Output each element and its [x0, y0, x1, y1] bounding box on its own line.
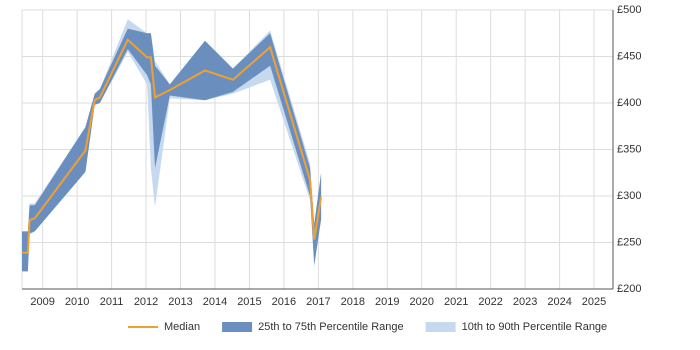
- median-line: [22, 38, 323, 254]
- legend-swatch: [425, 322, 456, 332]
- y-tick-label: £500: [617, 4, 641, 16]
- x-tick-label: 2022: [478, 296, 502, 308]
- x-tick-label: 2014: [203, 296, 227, 308]
- x-tick-label: 2013: [168, 296, 192, 308]
- x-tick-label: 2024: [547, 296, 571, 308]
- x-tick-label: 2019: [375, 296, 399, 308]
- x-tick-label: 2015: [237, 296, 261, 308]
- x-tick-label: 2012: [134, 296, 158, 308]
- x-tick-label: 2018: [341, 296, 365, 308]
- x-tick-label: 2023: [513, 296, 537, 308]
- x-tick-label: 2011: [100, 296, 124, 308]
- y-tick-label: £200: [617, 283, 641, 295]
- legend-swatch: [222, 322, 253, 332]
- x-tick-label: 2025: [582, 296, 606, 308]
- x-tick-label: 2016: [272, 296, 296, 308]
- y-tick-label: £400: [617, 97, 641, 109]
- y-tick-label: £250: [617, 236, 641, 248]
- x-tick-label: 2010: [65, 296, 89, 308]
- legend-label: 10th to 90th Percentile Range: [462, 321, 608, 333]
- legend-label: 25th to 75th Percentile Range: [258, 321, 404, 333]
- y-tick-label: £300: [617, 190, 641, 202]
- y-tick-label: £450: [617, 50, 641, 62]
- percentile-band: [22, 28, 322, 272]
- x-tick-label: 2009: [30, 296, 54, 308]
- legend-label: Median: [164, 321, 200, 333]
- x-tick-label: 2020: [410, 296, 434, 308]
- x-tick-label: 2017: [306, 296, 330, 308]
- y-tick-label: £350: [617, 143, 641, 155]
- x-tick-label: 2021: [444, 296, 468, 308]
